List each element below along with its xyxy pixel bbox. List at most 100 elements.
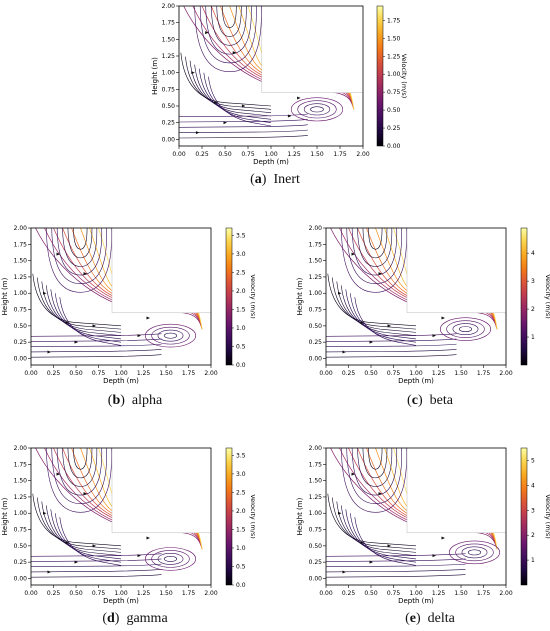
y-tick-label: 0.00 — [309, 575, 323, 582]
x-tick-label: 0.50 — [218, 151, 232, 158]
caption-e: (e) delta — [405, 611, 455, 626]
colorbar-label: Velocity (m/s) — [249, 274, 255, 319]
streamline-cavity — [346, 448, 402, 505]
streamline-bottom — [326, 569, 466, 573]
x-tick-label: 0.00 — [319, 370, 333, 377]
y-tick-label: 1.50 — [309, 258, 323, 265]
x-tick-label: 0.00 — [24, 590, 38, 597]
x-tick-label: 1.00 — [409, 370, 423, 377]
y-tick-label: 1.25 — [14, 274, 28, 281]
streamline-bottom — [31, 349, 162, 353]
colorbar-tick-label: 4 — [531, 250, 535, 257]
y-tick-label: 1.00 — [162, 70, 176, 77]
streamline-lower — [46, 285, 122, 336]
streamline-arrow — [338, 511, 342, 515]
streamline-bottom — [31, 569, 162, 573]
streamline-lower — [32, 493, 122, 547]
streamline-lower — [55, 513, 122, 563]
domain-outline — [325, 447, 507, 586]
streamline-bottom — [31, 343, 162, 348]
colorbar-tick-label: 2.5 — [236, 489, 246, 496]
y-axis-label: Height (m) — [1, 497, 9, 535]
caption-b: (b) alpha — [107, 393, 163, 408]
streamline-bottom — [31, 558, 162, 562]
y-tick-label: 0.00 — [14, 355, 28, 362]
streamline-arrow — [47, 350, 51, 354]
streamline-arrow — [92, 544, 96, 548]
colorbar-label: Velocity (m/s) — [544, 494, 550, 539]
streamline-lower — [350, 293, 417, 343]
streamline-bottom — [179, 124, 308, 128]
x-tick-label: 1.25 — [137, 590, 151, 597]
x-tick-label: 1.00 — [409, 590, 423, 597]
colorbar-tick-label: 0.0 — [236, 582, 246, 589]
y-axis-label: Height (m) — [1, 277, 9, 315]
colorbar-tick-label: 1.25 — [387, 53, 401, 60]
streamline-lower — [341, 505, 417, 556]
colorbar-tick-label: 3 — [531, 278, 535, 285]
colorbar-tick-label: 2.0 — [236, 288, 246, 295]
panel-c: 0.00 0.25 0.50 0.75 1.00 1.25 1.50 1.75 2.00 0.00… — [295, 220, 550, 385]
y-tick-label: 1.25 — [309, 274, 323, 281]
streamline-bottom — [31, 338, 162, 342]
streamline-arrow — [441, 536, 445, 540]
streamline-bottom — [31, 333, 162, 337]
streamline-cavity — [56, 228, 103, 276]
streamline-vortex — [467, 549, 482, 556]
streamline-vortex — [455, 543, 494, 562]
streamline-lower — [37, 277, 122, 330]
x-tick-label: 1.75 — [477, 370, 491, 377]
streamline-lower — [59, 297, 122, 346]
streamline-cavity — [351, 448, 398, 496]
y-axis-label: Height (m) — [296, 497, 304, 535]
x-tick-label: 0.25 — [47, 590, 61, 597]
y-tick-label: 1.50 — [14, 478, 28, 485]
x-tick-label: 1.50 — [454, 590, 468, 597]
y-tick-label: 2.00 — [309, 445, 323, 452]
streamline-jet — [210, 6, 355, 110]
y-tick-label: 0.50 — [309, 543, 323, 550]
streamline-arrow — [43, 291, 47, 295]
x-tick-label: 0.25 — [195, 151, 209, 158]
streamline-arrow — [92, 324, 96, 328]
colorbar — [225, 447, 233, 586]
domain-outline — [30, 227, 212, 366]
y-tick-label: 2.00 — [14, 225, 28, 232]
colorbar-tick-label: 0.75 — [387, 89, 401, 96]
streamline-lower — [32, 273, 122, 327]
streamline-arrow — [195, 131, 200, 135]
colorbar-tick-label: 1.75 — [387, 17, 401, 24]
colorbar-label: Velocity (m/s) — [400, 54, 408, 99]
streamline-cavity — [194, 6, 262, 73]
streamline-vortex — [440, 317, 492, 341]
x-tick-label: 1.25 — [137, 370, 151, 377]
x-axis-label: Depth (m) — [103, 597, 139, 605]
streamline-vortex — [145, 547, 197, 571]
streamline-jet — [247, 6, 355, 110]
streamline-cavity — [357, 228, 393, 267]
streamline-bottom — [326, 349, 457, 353]
streamline-jet — [62, 228, 203, 330]
streamline-jet — [44, 228, 203, 330]
streamline-cavity — [51, 228, 107, 285]
colorbar-tick-label: 1.0 — [236, 545, 246, 552]
streamline-cavity — [362, 448, 388, 479]
streamline-lower — [46, 505, 122, 556]
colorbar-tick-label: 3.0 — [236, 471, 246, 478]
streamline-cavity — [357, 448, 393, 487]
streamline-vortex — [458, 326, 473, 333]
colorbar — [225, 227, 233, 366]
streamline-bottom — [326, 338, 457, 342]
x-tick-label: 0.75 — [92, 370, 106, 377]
colorbar-tick-label: 1.00 — [387, 71, 401, 78]
streamline-arrow — [214, 101, 218, 105]
streamline-lower — [336, 281, 417, 333]
y-tick-label: 0.25 — [14, 559, 28, 566]
streamline-lower — [203, 72, 272, 123]
axes-frame — [30, 447, 212, 586]
streamline-arrow — [378, 492, 382, 496]
colorbar-tick-label: 1.5 — [236, 306, 246, 313]
colorbar-tick-label: 4 — [531, 482, 535, 489]
streamline-cavity — [210, 6, 247, 46]
colorbar-tick-label: 1 — [531, 557, 535, 564]
